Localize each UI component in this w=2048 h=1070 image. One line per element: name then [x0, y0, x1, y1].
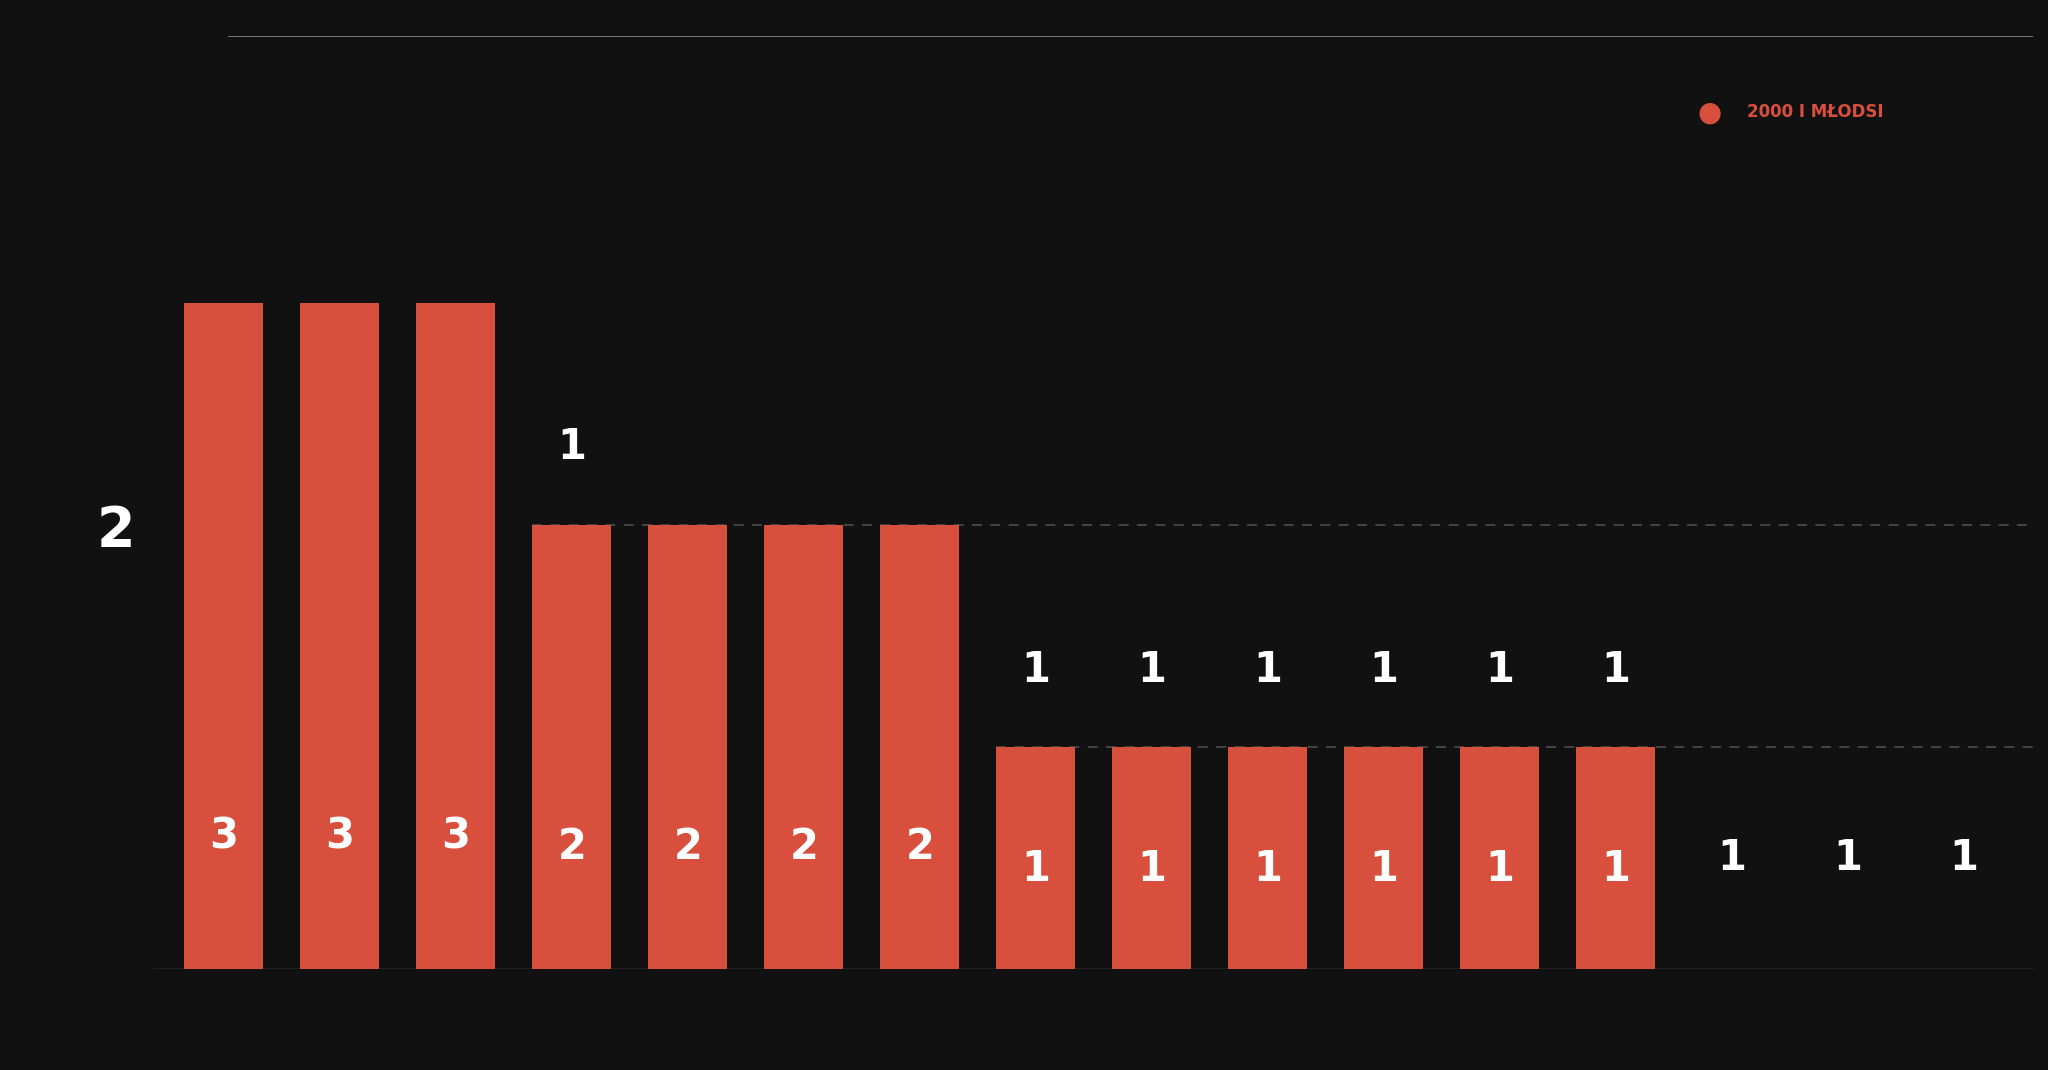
Text: 1: 1: [1716, 838, 1747, 880]
Text: ●: ●: [1698, 98, 1722, 126]
Text: 3: 3: [440, 815, 471, 857]
Bar: [649, 525, 727, 969]
Text: 2: 2: [674, 826, 702, 868]
Text: 1: 1: [1602, 648, 1630, 690]
Text: 1: 1: [1833, 838, 1862, 880]
Text: 1: 1: [1368, 849, 1399, 890]
Text: 1: 1: [1253, 849, 1282, 890]
Bar: [1460, 747, 1538, 969]
Bar: [1577, 747, 1655, 969]
Bar: [184, 303, 264, 969]
Text: 1: 1: [1485, 648, 1513, 690]
Text: 1: 1: [1253, 648, 1282, 690]
Bar: [1343, 747, 1423, 969]
Bar: [995, 747, 1075, 969]
Bar: [301, 303, 379, 969]
Text: 2: 2: [557, 826, 586, 868]
Text: 1: 1: [1137, 648, 1165, 690]
Bar: [881, 525, 958, 969]
Bar: [416, 303, 496, 969]
Bar: [532, 525, 610, 969]
Text: 1: 1: [1022, 849, 1051, 890]
Text: 2000 I MŁODSI: 2000 I MŁODSI: [1747, 104, 1884, 121]
Text: 1: 1: [1485, 849, 1513, 890]
Text: 3: 3: [326, 815, 354, 857]
Text: 1: 1: [1950, 838, 1978, 880]
Text: 1: 1: [1137, 849, 1165, 890]
Text: 3: 3: [209, 815, 238, 857]
Text: 2: 2: [905, 826, 934, 868]
Text: 1: 1: [1602, 849, 1630, 890]
Text: 2: 2: [788, 826, 817, 868]
Text: 1: 1: [557, 426, 586, 469]
Text: 1: 1: [1368, 648, 1399, 690]
Bar: [764, 525, 844, 969]
Bar: [1112, 747, 1192, 969]
Text: 1: 1: [1022, 648, 1051, 690]
Bar: [1229, 747, 1307, 969]
